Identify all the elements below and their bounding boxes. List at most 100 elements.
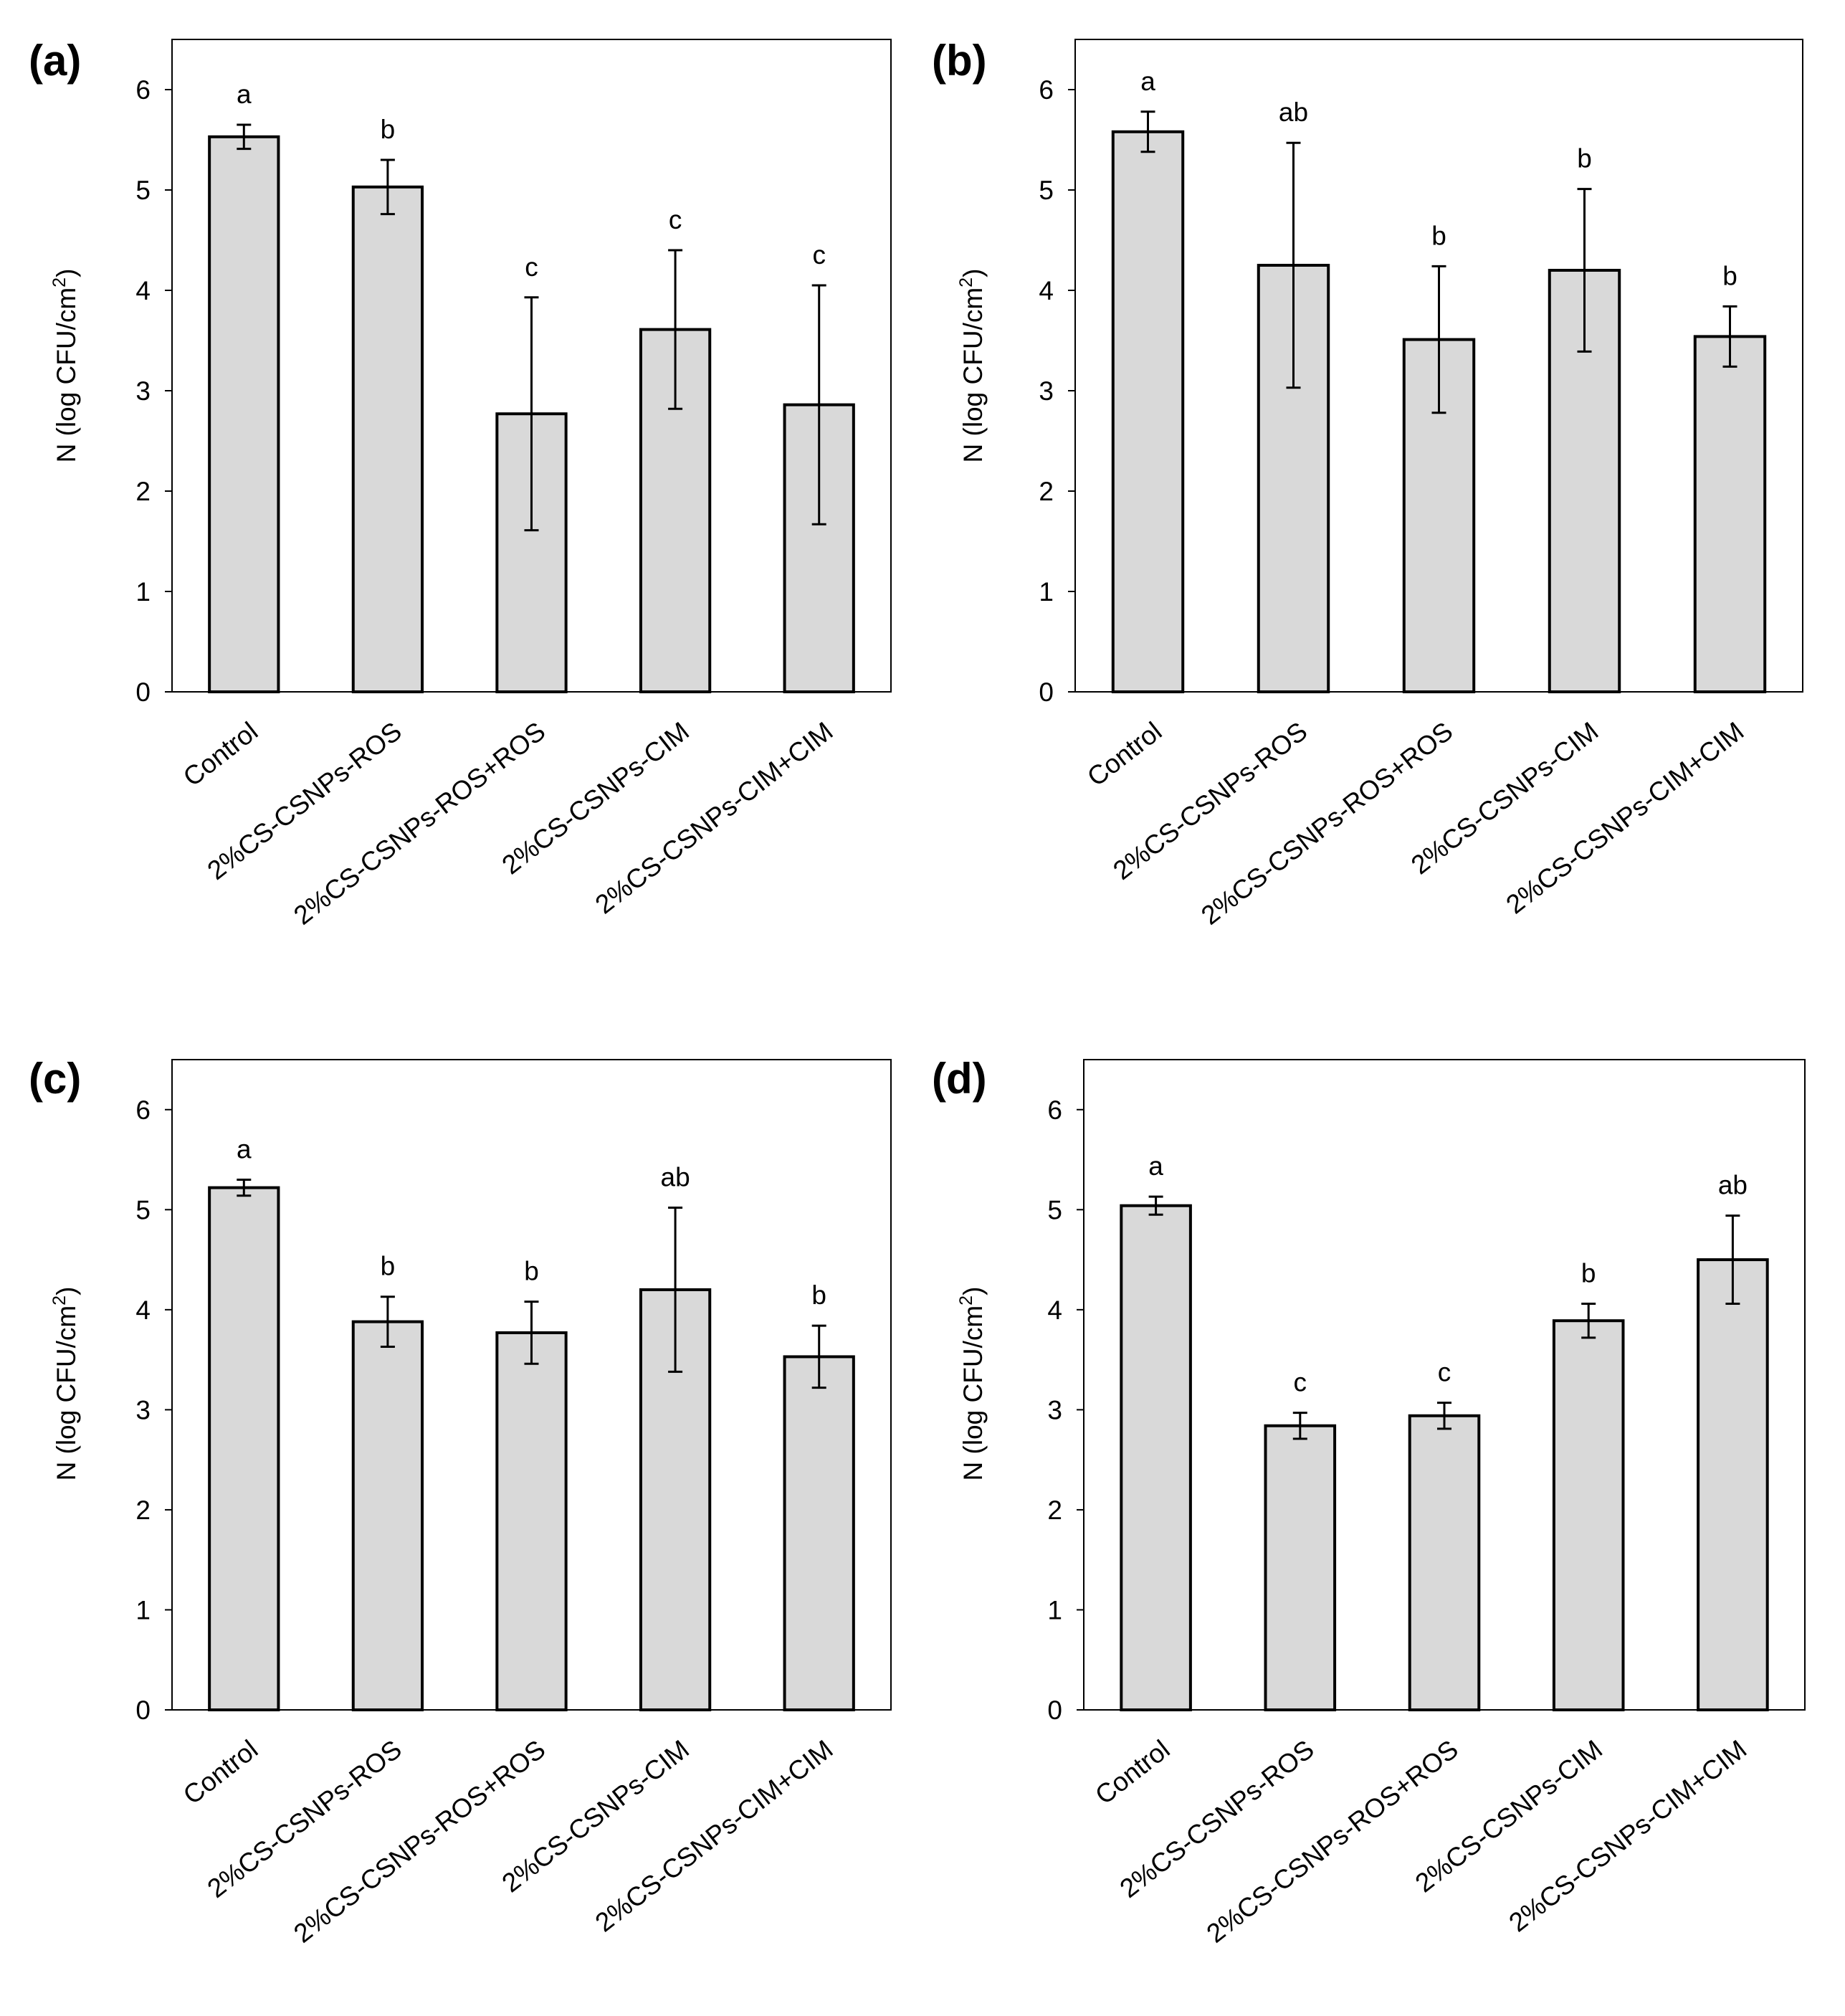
y-tick-label: 1 [135, 577, 151, 607]
y-tick-label: 6 [1047, 1095, 1062, 1125]
y-tick-label: 4 [1047, 1295, 1062, 1325]
bar [495, 412, 568, 693]
y-axis-label: N (log CFU/cm2) [956, 1287, 988, 1481]
y-axis-label-main: N (log CFU/cm [958, 287, 988, 463]
y-tick-label: 4 [135, 1295, 151, 1325]
bar [208, 1186, 280, 1711]
y-tick-label: 5 [1039, 176, 1054, 205]
y-tick-label: 6 [135, 1095, 151, 1125]
category-label: 2%CS-CSNPs-CIM+CIM [1501, 716, 1750, 920]
category-label: Control [1082, 716, 1167, 792]
y-axis-label-main: N (log CFU/cm [52, 1306, 81, 1481]
significance-label: c [669, 205, 682, 234]
y-tick-label: 5 [1047, 1195, 1062, 1225]
y-axis-label: N (log CFU/cm2) [49, 269, 81, 463]
significance-label: a [237, 80, 252, 109]
y-tick-label: 3 [135, 376, 151, 406]
significance-label: b [1431, 221, 1446, 250]
significance-label: b [1577, 144, 1592, 173]
panel-label: (a) [29, 37, 81, 85]
y-tick-label: 1 [1047, 1595, 1062, 1625]
y-axis-label-sup: 2 [956, 1295, 976, 1306]
category-label: 2%CS-CSNPs-ROS+ROS [1196, 716, 1458, 931]
category-label: 2%CS-CSNPs-ROS+ROS [288, 1734, 550, 1949]
y-tick-label: 0 [135, 1696, 151, 1725]
category-label: 2%CS-CSNPs-CIM+CIM [590, 716, 839, 920]
bar [1111, 130, 1185, 694]
category-label: Control [1090, 1734, 1175, 1810]
bar [1693, 335, 1767, 693]
y-tick-label: 4 [1039, 276, 1054, 305]
category-label: 2%CS-CSNPs-CIM+CIM [590, 1734, 839, 1938]
significance-label: ab [1718, 1171, 1748, 1200]
y-tick-label: 6 [1039, 75, 1054, 105]
bar [1697, 1258, 1769, 1711]
y-tick-label: 0 [1039, 677, 1054, 707]
y-axis-label-close: ) [958, 1287, 988, 1295]
significance-label: a [1140, 67, 1155, 96]
y-tick-label: 3 [135, 1395, 151, 1425]
significance-label: c [1294, 1368, 1307, 1397]
y-tick-label: 2 [1047, 1496, 1062, 1525]
y-axis-label: N (log CFU/cm2) [956, 269, 988, 463]
bar [495, 1331, 568, 1711]
panel-label: (b) [932, 37, 987, 85]
bar [783, 1355, 855, 1711]
significance-label: a [1148, 1151, 1163, 1181]
y-tick-label: 2 [135, 1496, 151, 1525]
y-tick-label: 2 [1039, 477, 1054, 506]
y-tick-label: 5 [135, 176, 151, 205]
significance-label: c [812, 240, 826, 270]
panel-label: (c) [29, 1055, 81, 1103]
y-tick-label: 3 [1039, 376, 1054, 406]
y-tick-label: 6 [135, 75, 151, 105]
category-label: 2%CS-CSNPs-ROS+ROS [1201, 1734, 1464, 1949]
y-tick-label: 1 [135, 1595, 151, 1625]
y-axis-label: N (log CFU/cm2) [49, 1287, 81, 1481]
significance-label: ab [661, 1163, 690, 1192]
y-axis-label-close: ) [958, 269, 988, 277]
y-tick-label: 1 [1039, 577, 1054, 607]
significance-label: a [237, 1134, 252, 1164]
y-tick-label: 3 [1047, 1395, 1062, 1425]
bar [1408, 1414, 1481, 1712]
y-axis-label-sup: 2 [49, 1295, 70, 1306]
significance-label: b [1722, 261, 1737, 290]
significance-label: b [524, 1257, 539, 1286]
significance-label: c [1438, 1358, 1451, 1387]
bar [1264, 1424, 1337, 1712]
significance-label: b [811, 1280, 826, 1310]
panel-label: (d) [932, 1055, 987, 1103]
category-label: 2%CS-CSNPs-ROS+ROS [288, 716, 550, 931]
category-label: Control [178, 716, 263, 792]
y-tick-label: 4 [135, 276, 151, 305]
y-axis-label-main: N (log CFU/cm [52, 287, 81, 463]
y-axis-label-close: ) [52, 1287, 81, 1295]
bar [208, 135, 280, 694]
y-axis-label-sup: 2 [956, 277, 976, 287]
y-tick-label: 2 [135, 477, 151, 506]
y-axis-label-close: ) [52, 269, 81, 277]
significance-label: c [525, 252, 538, 282]
bar [351, 185, 424, 693]
bar [1552, 1319, 1625, 1712]
y-tick-label: 0 [135, 677, 151, 707]
y-tick-label: 0 [1047, 1696, 1062, 1725]
bar [351, 1320, 424, 1712]
y-axis-label-sup: 2 [49, 277, 70, 287]
bar [1120, 1204, 1192, 1712]
significance-label: b [381, 115, 396, 144]
significance-label: b [1581, 1258, 1596, 1288]
category-label: Control [178, 1734, 263, 1810]
bar [639, 328, 712, 693]
y-tick-label: 5 [135, 1195, 151, 1225]
y-axis-label-main: N (log CFU/cm [958, 1306, 988, 1481]
significance-label: b [381, 1252, 396, 1281]
significance-label: ab [1279, 98, 1308, 127]
category-label: 2%CS-CSNPs-CIM+CIM [1504, 1734, 1753, 1938]
